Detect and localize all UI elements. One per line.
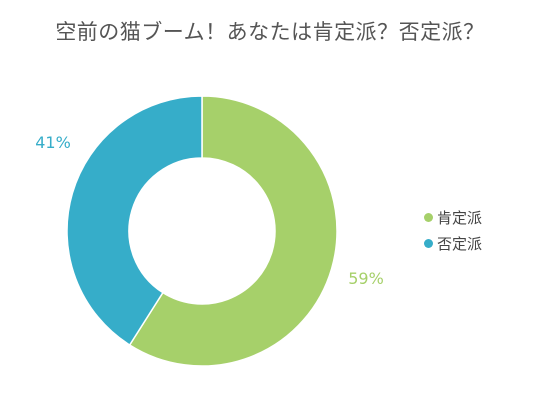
slice-label-positive: 59% (348, 269, 384, 288)
slice-label-negative: 41% (35, 133, 71, 152)
legend-label-negative: 否定派 (437, 234, 483, 253)
legend-label-positive: 肯定派 (437, 208, 483, 227)
slice-positive[interactable] (128, 95, 338, 367)
legend-marker-positive (424, 212, 433, 222)
legend: 肯定派 否定派 (424, 204, 482, 256)
slice-negative[interactable] (66, 95, 203, 347)
legend-marker-negative (424, 238, 433, 248)
legend-item-positive[interactable]: 肯定派 (424, 204, 482, 230)
chart-title: 空前の猫ブーム！あなたは肯定派？否定派？ (55, 20, 485, 44)
legend-item-negative[interactable]: 否定派 (424, 230, 482, 256)
